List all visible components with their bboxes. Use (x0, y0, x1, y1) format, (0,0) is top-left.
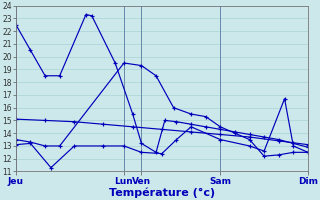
X-axis label: Température (°c): Température (°c) (109, 187, 215, 198)
